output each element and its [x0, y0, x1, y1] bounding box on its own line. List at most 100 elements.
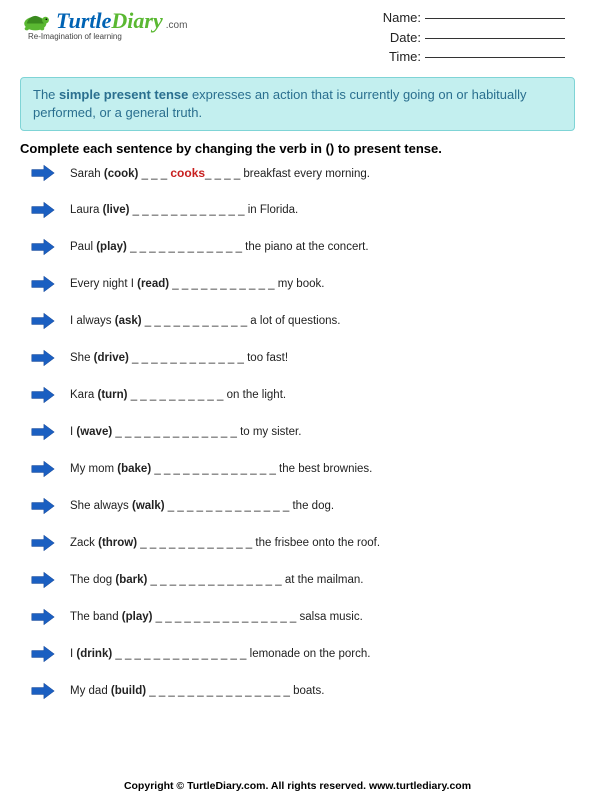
- sentence-verb: (live): [103, 204, 130, 216]
- sentence: I (drink) _ _ _ _ _ _ _ _ _ _ _ _ _ _ le…: [70, 648, 370, 660]
- logo-text-1: Turtle: [56, 8, 111, 33]
- meta-fields: Name: Date: Time:: [383, 8, 565, 67]
- sentence-pre: My dad: [70, 685, 111, 697]
- sentence-blanks: _ _ _ _ _ _ _ _ _ _ _ _: [127, 241, 242, 253]
- sentence-pre: I always: [70, 315, 115, 327]
- date-label: Date:: [390, 30, 421, 45]
- sentence-blanks: _ _ _ _ _ _ _ _ _ _ _: [169, 278, 275, 290]
- sentence: Paul (play) _ _ _ _ _ _ _ _ _ _ _ _ the …: [70, 241, 369, 253]
- sentence-verb: (ask): [115, 315, 142, 327]
- sentence-verb: (cook): [104, 168, 139, 180]
- sentence-blanks: _ _ _ _ _ _ _ _ _ _ _ _ _: [165, 500, 290, 512]
- list-item: My mom (bake) _ _ _ _ _ _ _ _ _ _ _ _ _ …: [30, 460, 575, 478]
- list-item: My dad (build) _ _ _ _ _ _ _ _ _ _ _ _ _…: [30, 682, 575, 700]
- sentence-pre: My mom: [70, 463, 117, 475]
- sentence-post: to my sister.: [237, 426, 302, 438]
- arrow-icon: [30, 386, 56, 404]
- logo-com: .com: [166, 20, 188, 31]
- sentence-pre: Every night I: [70, 278, 137, 290]
- list-item: Paul (play) _ _ _ _ _ _ _ _ _ _ _ _ the …: [30, 238, 575, 256]
- sentence-post: on the light.: [223, 389, 286, 401]
- list-item: Kara (turn) _ _ _ _ _ _ _ _ _ _ on the l…: [30, 386, 575, 404]
- sentence-verb: (drink): [76, 648, 112, 660]
- list-item: She (drive) _ _ _ _ _ _ _ _ _ _ _ _ too …: [30, 349, 575, 367]
- sentence-blanks: _ _ _ _ _ _ _ _ _ _: [128, 389, 224, 401]
- sentence-verb: (turn): [98, 389, 128, 401]
- sentence: The dog (bark) _ _ _ _ _ _ _ _ _ _ _ _ _…: [70, 574, 363, 586]
- list-item: Laura (live) _ _ _ _ _ _ _ _ _ _ _ _ in …: [30, 201, 575, 219]
- sentence-pre: She always: [70, 500, 132, 512]
- sentence-pre: The dog: [70, 574, 115, 586]
- list-item: The dog (bark) _ _ _ _ _ _ _ _ _ _ _ _ _…: [30, 571, 575, 589]
- logo: TurtleDiary.com Re-Imagination of learni…: [20, 8, 187, 67]
- arrow-icon: [30, 312, 56, 330]
- sentence-blanks: _ _ _ _ _ _ _ _ _ _ _ _: [137, 537, 252, 549]
- sentence-pre: Laura: [70, 204, 103, 216]
- sentence-verb: (drive): [94, 352, 129, 364]
- sentence-blanks-2: _ _ _ _: [205, 168, 240, 180]
- sentence: Every night I (read) _ _ _ _ _ _ _ _ _ _…: [70, 278, 324, 290]
- sentence: Zack (throw) _ _ _ _ _ _ _ _ _ _ _ _ the…: [70, 537, 380, 549]
- sentence: She (drive) _ _ _ _ _ _ _ _ _ _ _ _ too …: [70, 352, 288, 364]
- sentence: My dad (build) _ _ _ _ _ _ _ _ _ _ _ _ _…: [70, 685, 324, 697]
- sentence-blanks: _ _ _ _ _ _ _ _ _ _ _ _ _: [151, 463, 276, 475]
- name-label: Name:: [383, 10, 421, 25]
- list-item: Zack (throw) _ _ _ _ _ _ _ _ _ _ _ _ the…: [30, 534, 575, 552]
- sentence-verb: (walk): [132, 500, 165, 512]
- sentence: I always (ask) _ _ _ _ _ _ _ _ _ _ _ a l…: [70, 315, 340, 327]
- sentence-verb: (play): [96, 241, 127, 253]
- footer: Copyright © TurtleDiary.com. All rights …: [0, 780, 595, 792]
- sentence-verb: (throw): [98, 537, 137, 549]
- date-line: [425, 38, 565, 39]
- info-pre: The: [33, 87, 59, 102]
- info-box: The simple present tense expresses an ac…: [20, 77, 575, 131]
- sentence: Sarah (cook) _ _ _ cooks_ _ _ _ breakfas…: [70, 166, 370, 180]
- turtle-icon: [20, 8, 54, 34]
- sentence-post: the dog.: [289, 500, 334, 512]
- arrow-icon: [30, 608, 56, 626]
- arrow-icon: [30, 571, 56, 589]
- sentence: I (wave) _ _ _ _ _ _ _ _ _ _ _ _ _ to my…: [70, 426, 301, 438]
- sentence-pre: Paul: [70, 241, 96, 253]
- sentence: My mom (bake) _ _ _ _ _ _ _ _ _ _ _ _ _ …: [70, 463, 372, 475]
- example-answer: cooks: [170, 166, 205, 180]
- items-list: Sarah (cook) _ _ _ cooks_ _ _ _ breakfas…: [0, 164, 595, 700]
- arrow-icon: [30, 275, 56, 293]
- sentence-pre: She: [70, 352, 94, 364]
- list-item: Sarah (cook) _ _ _ cooks_ _ _ _ breakfas…: [30, 164, 575, 182]
- sentence-post: too fast!: [244, 352, 288, 364]
- sentence-verb: (read): [137, 278, 169, 290]
- logo-text-2: Diary: [111, 8, 162, 33]
- arrow-icon: [30, 164, 56, 182]
- sentence: Laura (live) _ _ _ _ _ _ _ _ _ _ _ _ in …: [70, 204, 298, 216]
- sentence-pre: The band: [70, 611, 122, 623]
- info-bold: simple present tense: [59, 87, 188, 102]
- sentence-post: boats.: [290, 685, 325, 697]
- sentence-post: the piano at the concert.: [242, 241, 369, 253]
- sentence-verb: (build): [111, 685, 146, 697]
- sentence-post: the best brownies.: [276, 463, 373, 475]
- list-item: I (drink) _ _ _ _ _ _ _ _ _ _ _ _ _ _ le…: [30, 645, 575, 663]
- sentence-pre: Zack: [70, 537, 98, 549]
- sentence-pre: Kara: [70, 389, 98, 401]
- arrow-icon: [30, 423, 56, 441]
- sentence-verb: (bark): [115, 574, 147, 586]
- arrow-icon: [30, 349, 56, 367]
- arrow-icon: [30, 238, 56, 256]
- header: TurtleDiary.com Re-Imagination of learni…: [0, 0, 595, 71]
- name-line: [425, 18, 565, 19]
- sentence-blanks: _ _ _ _ _ _ _ _ _ _ _ _: [129, 204, 244, 216]
- sentence: The band (play) _ _ _ _ _ _ _ _ _ _ _ _ …: [70, 611, 363, 623]
- sentence-blanks: _ _ _ _ _ _ _ _ _ _ _ _: [129, 352, 244, 364]
- arrow-icon: [30, 201, 56, 219]
- list-item: I (wave) _ _ _ _ _ _ _ _ _ _ _ _ _ to my…: [30, 423, 575, 441]
- sentence-pre: Sarah: [70, 168, 104, 180]
- sentence-post: lemonade on the porch.: [246, 648, 370, 660]
- sentence-verb: (bake): [117, 463, 151, 475]
- sentence-blanks: _ _ _ _ _ _ _ _ _ _ _ _ _: [112, 426, 237, 438]
- sentence-post: the frisbee onto the roof.: [252, 537, 380, 549]
- time-line: [425, 57, 565, 58]
- arrow-icon: [30, 497, 56, 515]
- sentence-blanks: _ _ _ _ _ _ _ _ _ _ _ _ _ _ _: [152, 611, 296, 623]
- time-label: Time:: [389, 49, 421, 64]
